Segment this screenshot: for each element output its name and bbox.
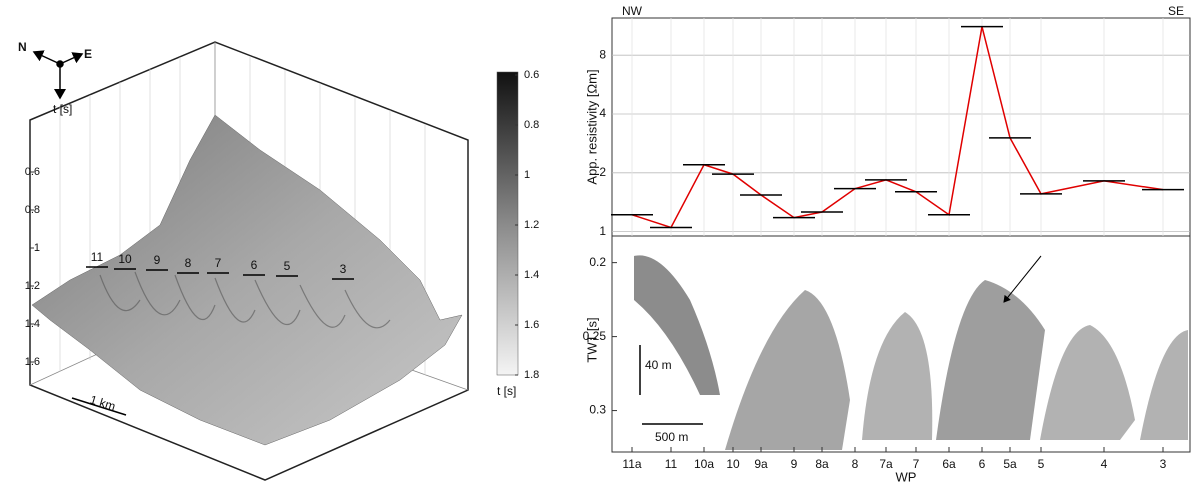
wp-label: 3 xyxy=(340,262,347,276)
x-tick-label: 9a xyxy=(754,457,768,471)
compass-east: E xyxy=(84,47,92,61)
seismic-image xyxy=(634,255,1188,450)
x-tick-label: 5a xyxy=(1003,457,1017,471)
x-tick-label: 10 xyxy=(726,457,740,471)
colorbar xyxy=(496,71,519,376)
arrow xyxy=(1003,255,1042,303)
x-tick-label: 6 xyxy=(979,457,986,471)
y-tick-label: 1 xyxy=(599,224,606,238)
colorbar-tick-label: 1.2 xyxy=(524,219,539,231)
y-tick-label: 4 xyxy=(599,106,606,120)
wp-label: 8 xyxy=(185,256,192,270)
x-tick-label: 7a xyxy=(879,457,893,471)
wp-label: 10 xyxy=(118,252,132,266)
x-tick-label: 11 xyxy=(665,457,678,471)
colorbar-tick-label: 0.6 xyxy=(524,69,539,81)
wp-label: 5 xyxy=(284,259,291,273)
compass-north: N xyxy=(18,40,27,54)
compass xyxy=(32,50,84,100)
x-tick-label: 10a xyxy=(694,457,714,471)
seismic-frame xyxy=(611,235,1191,453)
y-tick-label: 0.25 xyxy=(583,329,607,343)
wp-label: 7 xyxy=(215,256,222,270)
wp-label: 6 xyxy=(251,258,258,272)
vertical-scale-label: 40 m xyxy=(645,358,672,372)
y-tick-label: 8 xyxy=(599,47,606,61)
colorbar-label: t [s] xyxy=(497,384,516,398)
colorbar-tick-label: 1.6 xyxy=(524,319,539,331)
x-tick-label: 7 xyxy=(913,457,920,471)
x-tick-label: 8a xyxy=(815,457,829,471)
y-axis-title: TWT [s] xyxy=(584,317,599,362)
x-tick-label: 5 xyxy=(1038,457,1045,471)
x-tick-label: 4 xyxy=(1101,457,1108,471)
x-tick-label: 8 xyxy=(852,457,859,471)
y-tick-label: 0.2 xyxy=(589,255,606,269)
scale-bar xyxy=(71,397,127,416)
resistivity-frame xyxy=(611,17,1191,237)
surface-relief xyxy=(99,271,391,329)
horizontal-scale-label: 500 m xyxy=(655,430,688,444)
wp-label: 9 xyxy=(154,253,161,267)
left-direction: NW xyxy=(622,4,643,18)
x-tick-label: 11a xyxy=(622,457,641,471)
compass-down: t [s] xyxy=(53,102,72,116)
right-direction: SE xyxy=(1168,4,1184,18)
colorbar-tick-label: 1.4 xyxy=(524,269,539,281)
y-axis-title: App. resistivity [Ωm] xyxy=(584,69,599,184)
colorbar-tick-label: 1 xyxy=(524,169,530,181)
x-axis-title: WP xyxy=(896,469,917,484)
x-tick-label: 6a xyxy=(942,457,956,471)
colorbar-tick-label: 0.8 xyxy=(524,119,539,131)
z-tick-label: 1 xyxy=(34,242,40,254)
surface xyxy=(31,114,463,446)
wp-label: 11 xyxy=(91,250,104,264)
x-tick-label: 3 xyxy=(1160,457,1167,471)
resistivity-line xyxy=(631,26,1164,229)
y-tick-label: 0.3 xyxy=(589,403,606,417)
colorbar-tick-label: 1.8 xyxy=(524,369,539,381)
x-tick-label: 9 xyxy=(791,457,798,471)
y-tick-label: 2 xyxy=(599,165,606,179)
